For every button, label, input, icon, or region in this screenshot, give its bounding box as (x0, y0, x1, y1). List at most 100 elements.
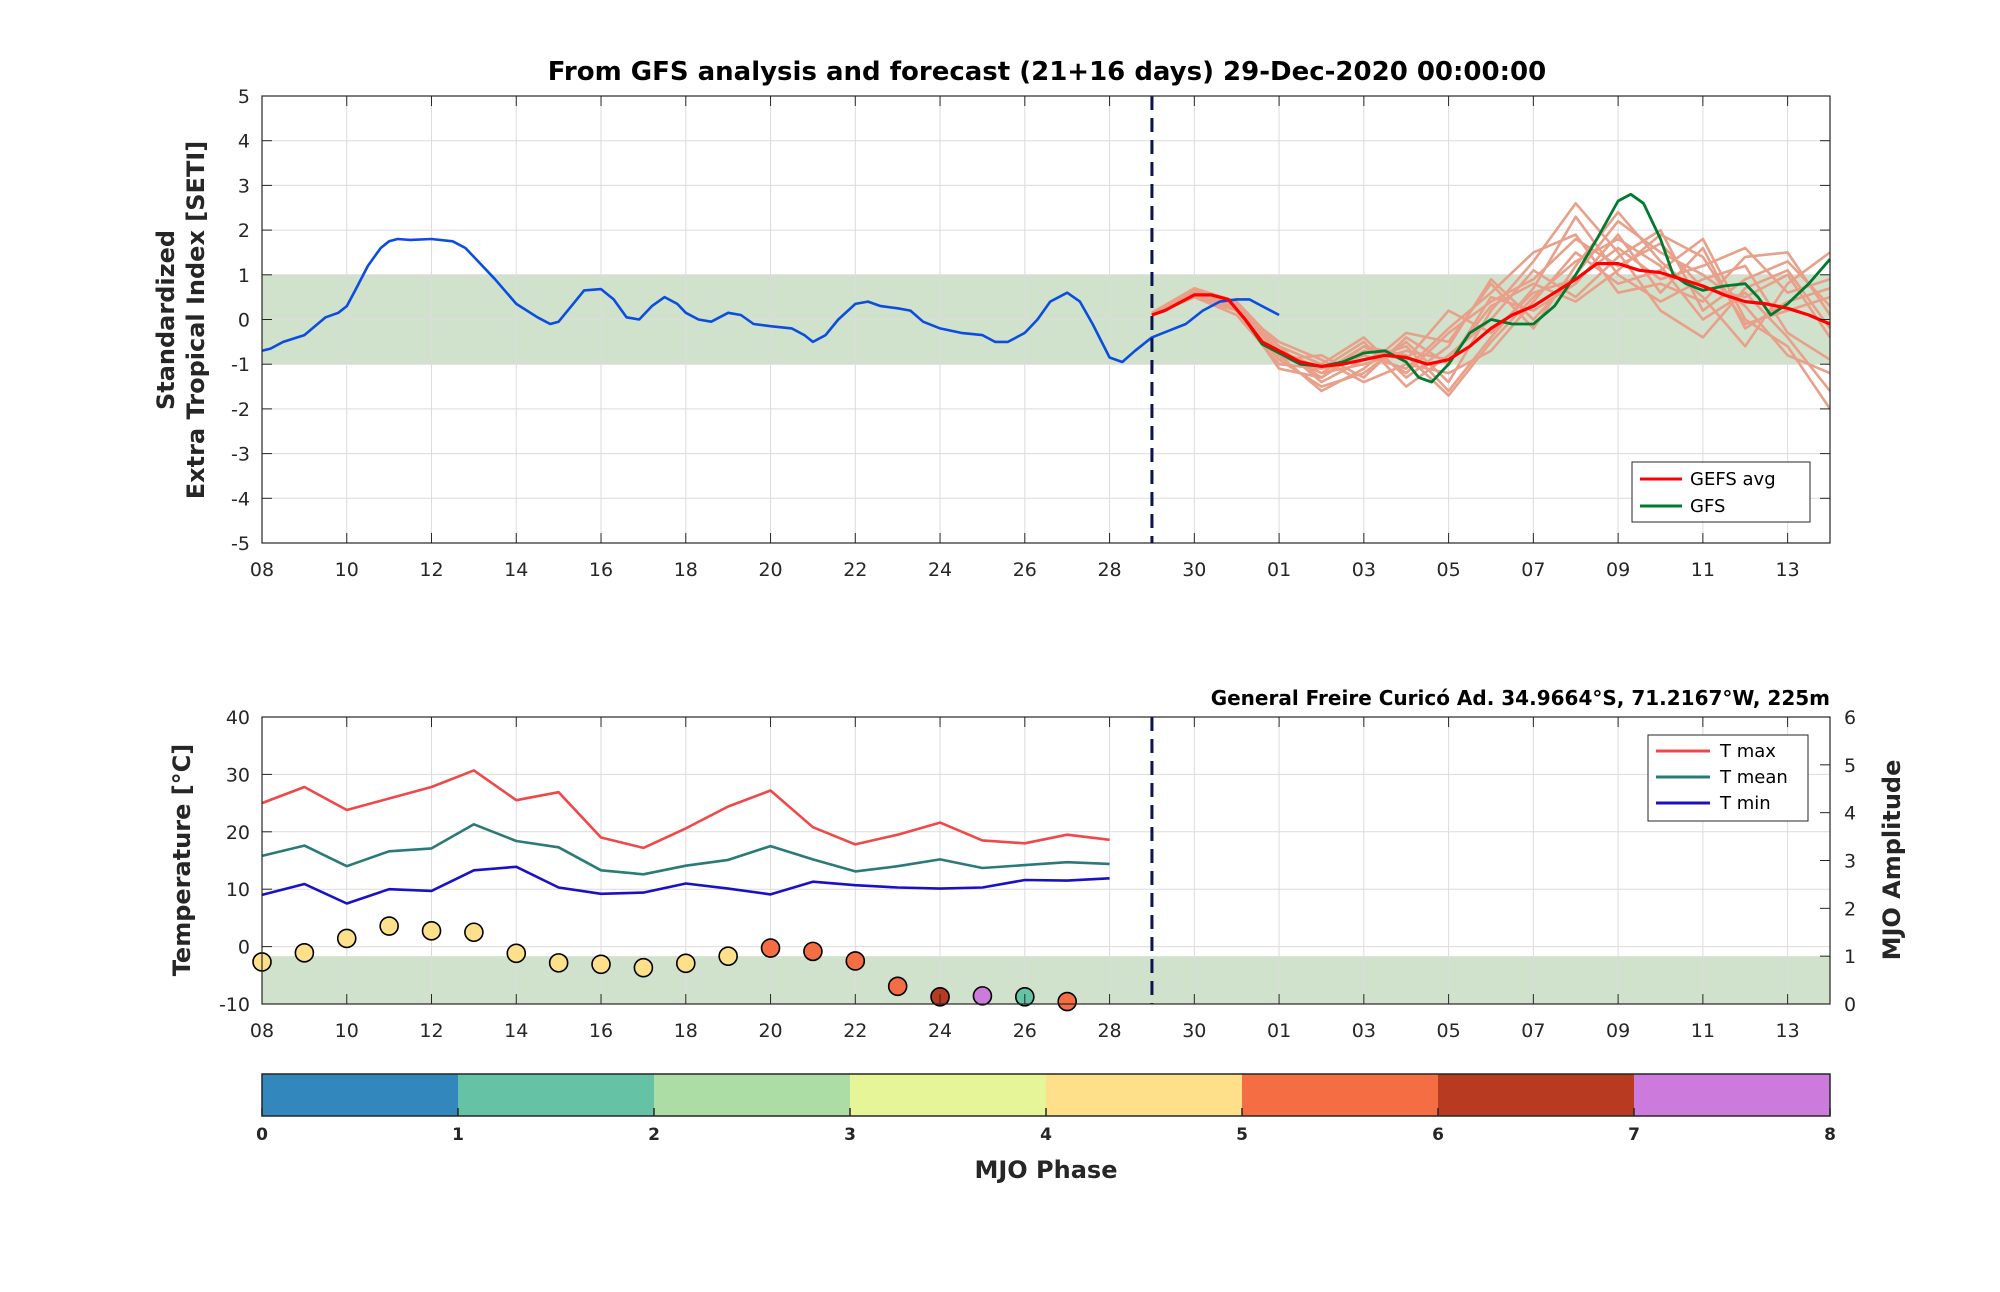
temperature-line-t-max (261, 769, 1110, 850)
mjo-point (294, 943, 315, 963)
mjo-point (675, 953, 696, 974)
bottom-ytick-label: 10 (226, 879, 250, 901)
bottom-y2tick-label: 3 (1844, 851, 1856, 873)
mjo-phase-swatch (1046, 1074, 1243, 1116)
top-xtick-label: 13 (1776, 559, 1800, 581)
colorbar-tick-label: 1 (452, 1125, 464, 1145)
top-ytick-label: -4 (231, 488, 250, 510)
station-label: General Freire Curicó Ad. 34.9664°S, 71.… (1211, 686, 1830, 710)
bottom-xtick-label: 22 (843, 1020, 867, 1042)
top-xtick-label: 09 (1606, 559, 1630, 581)
temperature-line-t-mean (261, 823, 1110, 876)
bottom-xtick-label: 12 (419, 1020, 443, 1042)
bottom-xtick-label: 30 (1182, 1020, 1206, 1042)
mjo-point (336, 928, 357, 949)
top-xtick-label: 22 (843, 559, 867, 581)
bottom-legend-label: T mean (1719, 767, 1788, 788)
top-legend-label: GEFS avg (1690, 469, 1776, 490)
bottom-y2tick-label: 0 (1844, 994, 1856, 1016)
top-ytick-label: 3 (238, 175, 250, 197)
colorbar-tick-label: 3 (844, 1125, 856, 1145)
colorbar-tick-label: 7 (1628, 1125, 1640, 1145)
colorbar-tick-label: 6 (1432, 1125, 1444, 1145)
bottom-y2tick-label: 5 (1844, 755, 1856, 777)
bottom-normal-band (262, 956, 1830, 1004)
bottom-xtick-label: 05 (1437, 1020, 1461, 1042)
mjo-point (548, 953, 569, 973)
bottom-ytick-label: 0 (238, 937, 250, 959)
top-xtick-label: 10 (335, 559, 359, 581)
colorbar-tick-label: 4 (1040, 1125, 1052, 1145)
bottom-xtick-label: 07 (1521, 1020, 1545, 1042)
gefs-member-line (1151, 237, 1832, 397)
mjo-point (421, 921, 442, 941)
bottom-xtick-label: 20 (758, 1020, 782, 1042)
top-xtick-label: 03 (1352, 559, 1376, 581)
top-ytick-label: -5 (231, 533, 250, 555)
bottom-xtick-label: 09 (1606, 1020, 1630, 1042)
bottom-ylabel: Temperature [°C] (168, 744, 196, 977)
top-xtick-label: 12 (419, 559, 443, 581)
top-ytick-label: -1 (231, 354, 250, 376)
top-xtick-label: 26 (1013, 559, 1037, 581)
bottom-xtick-label: 11 (1691, 1020, 1715, 1042)
colorbar-tick-label: 2 (648, 1125, 660, 1145)
top-xtick-label: 24 (928, 559, 952, 581)
mjo-point (972, 986, 993, 1006)
bottom-xtick-label: 18 (674, 1020, 698, 1042)
bottom-ytick-label: -10 (219, 994, 250, 1016)
bottom-xtick-label: 01 (1267, 1020, 1291, 1042)
bottom-y2tick-label: 6 (1844, 707, 1856, 729)
analysis-line (261, 237, 1280, 364)
top-xtick-label: 28 (1097, 559, 1121, 581)
bottom-xtick-label: 24 (928, 1020, 952, 1042)
top-legend-label: GFS (1690, 496, 1725, 517)
bottom-xtick-label: 28 (1097, 1020, 1121, 1042)
top-chart-title: From GFS analysis and forecast (21+16 da… (548, 57, 1546, 87)
mjo-phase-swatch (1634, 1074, 1831, 1116)
bottom-xtick-label: 13 (1776, 1020, 1800, 1042)
top-xtick-label: 05 (1437, 559, 1461, 581)
mjo-point (887, 976, 908, 997)
top-xtick-label: 07 (1521, 559, 1545, 581)
top-legend (1631, 461, 1811, 523)
mjo-point (464, 922, 484, 943)
top-xtick-label: 20 (758, 559, 782, 581)
mjo-phase-swatch (850, 1074, 1047, 1116)
bottom-xtick-label: 16 (589, 1020, 613, 1042)
colorbar-label: MJO Phase (974, 1156, 1117, 1184)
bottom-ytick-label: 40 (226, 707, 250, 729)
mjo-phase-swatch (1242, 1074, 1439, 1116)
bottom-xtick-label: 26 (1013, 1020, 1037, 1042)
colorbar-tick-label: 0 (256, 1125, 268, 1145)
temperature-line-t-min (261, 865, 1110, 905)
top-ytick-label: 5 (238, 86, 250, 108)
colorbar-tick-label: 8 (1824, 1125, 1836, 1145)
bottom-xtick-label: 10 (335, 1020, 359, 1042)
bottom-y2tick-label: 2 (1844, 898, 1856, 920)
top-xtick-label: 14 (504, 559, 528, 581)
bottom-ytick-label: 20 (226, 822, 250, 844)
bottom-xtick-label: 14 (504, 1020, 528, 1042)
mjo-point (718, 946, 738, 966)
top-ytick-label: 4 (238, 131, 250, 153)
mjo-phase-swatch (654, 1074, 851, 1116)
mjo-point (1057, 991, 1077, 1012)
mjo-phase-swatch (1438, 1074, 1635, 1116)
colorbar-tick-label: 5 (1236, 1125, 1248, 1145)
top-xtick-label: 16 (589, 559, 613, 581)
top-ytick-label: 1 (238, 265, 250, 287)
mjo-phase-swatch (262, 1074, 459, 1116)
top-ytick-label: -3 (231, 444, 250, 466)
top-ytick-label: 0 (238, 310, 250, 332)
mjo-point (803, 941, 823, 962)
mjo-point (633, 957, 654, 978)
bottom-ytick-label: 30 (226, 764, 250, 786)
top-xtick-label: 18 (674, 559, 698, 581)
bottom-y2tick-label: 4 (1844, 803, 1856, 825)
top-xtick-label: 30 (1182, 559, 1206, 581)
top-xtick-label: 11 (1691, 559, 1715, 581)
gefs-avg-line (1151, 262, 1831, 368)
bottom-y2tick-label: 1 (1844, 946, 1856, 968)
gefs-member-line (1151, 233, 1831, 375)
